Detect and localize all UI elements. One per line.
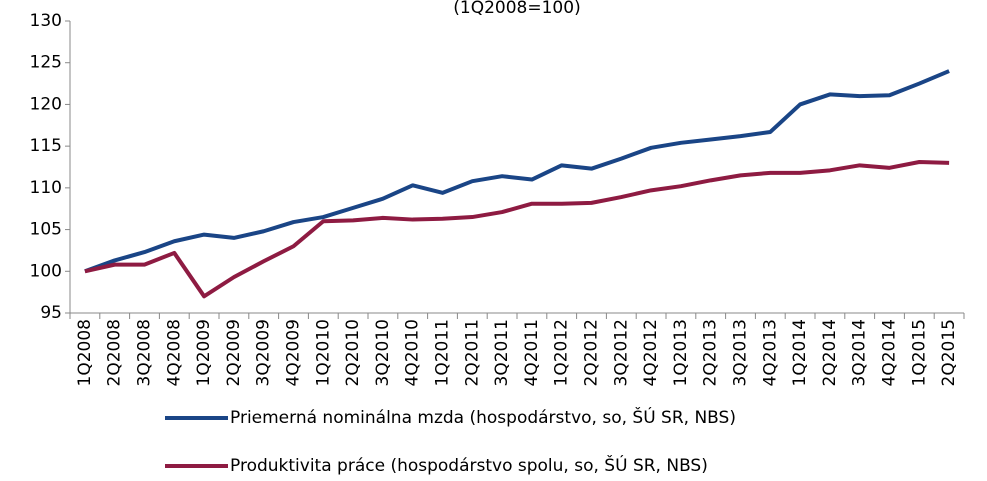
x-tick-label: 3Q2008 bbox=[135, 319, 155, 386]
x-tick-label: 4Q2012 bbox=[641, 319, 661, 386]
x-tick-label: 1Q2014 bbox=[790, 319, 810, 386]
x-tick-label: 1Q2012 bbox=[552, 319, 572, 386]
y-tick-label: 120 bbox=[30, 94, 62, 114]
y-tick-label: 100 bbox=[30, 261, 62, 281]
y-tick-label: 125 bbox=[30, 53, 62, 73]
y-tick-label: 105 bbox=[30, 220, 62, 240]
line-series bbox=[84, 69, 950, 274]
x-tick-label: 3Q2012 bbox=[611, 319, 631, 386]
x-tick-label: 4Q2008 bbox=[164, 319, 184, 386]
x-tick-label: 2Q2010 bbox=[343, 319, 363, 386]
x-tick-label: 3Q2011 bbox=[492, 319, 512, 386]
y-tick-label: 95 bbox=[40, 303, 62, 323]
x-tick-label: 3Q2009 bbox=[254, 319, 274, 386]
x-tick-label: 2Q2013 bbox=[701, 319, 721, 386]
x-tick-label: 4Q2011 bbox=[522, 319, 542, 386]
x-tick-label: 2Q2011 bbox=[462, 319, 482, 386]
x-tick-label: 3Q2010 bbox=[373, 319, 393, 386]
x-tick-label: 1Q2011 bbox=[433, 319, 453, 386]
chart-title: (1Q2008=100) bbox=[453, 0, 580, 18]
x-tick-label: 1Q2010 bbox=[313, 319, 333, 386]
x-tick-label: 3Q2014 bbox=[850, 319, 870, 386]
x-tick-label: 4Q2014 bbox=[880, 319, 900, 386]
x-tick-label: 2Q2009 bbox=[224, 319, 244, 386]
x-tick-label: 3Q2013 bbox=[731, 319, 751, 386]
x-tick-label: 4Q2013 bbox=[760, 319, 780, 386]
x-tick-label: 1Q2015 bbox=[909, 319, 929, 386]
x-tick-label: 4Q2010 bbox=[403, 319, 423, 386]
y-tick-label: 110 bbox=[30, 178, 62, 198]
line-series bbox=[84, 159, 950, 299]
x-tick-label: 1Q2008 bbox=[75, 319, 95, 386]
x-tick-label: 2Q2008 bbox=[105, 319, 125, 386]
x-tick-label: 1Q2009 bbox=[194, 319, 214, 386]
legend-label: Produktivita práce (hospodárstvo spolu, … bbox=[230, 454, 708, 476]
legend-label: Priemerná nominálna mzda (hospodárstvo, … bbox=[230, 406, 736, 428]
x-tick-label: 2Q2012 bbox=[582, 319, 602, 386]
y-tick-label: 130 bbox=[30, 11, 62, 31]
x-tick-label: 4Q2009 bbox=[284, 319, 304, 386]
y-tick-label: 115 bbox=[30, 136, 62, 156]
x-tick-label: 2Q2015 bbox=[939, 319, 959, 386]
x-tick-label: 1Q2013 bbox=[671, 319, 691, 386]
x-tick-label: 2Q2014 bbox=[820, 319, 840, 386]
